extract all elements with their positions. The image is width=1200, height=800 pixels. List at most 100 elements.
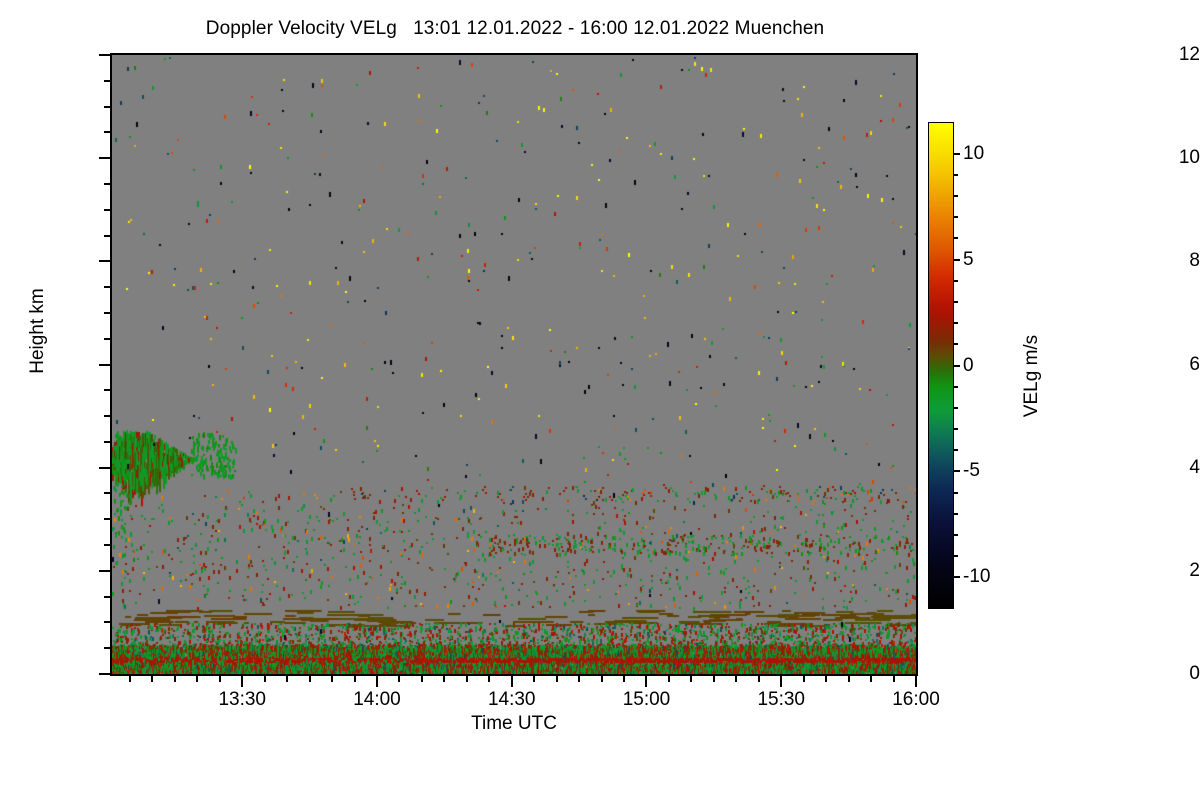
y-tick-minor <box>104 621 110 624</box>
x-tick-minor <box>331 676 334 682</box>
y-tick-major <box>99 466 110 469</box>
y-tick-major <box>99 157 110 160</box>
x-tick-label: 16:00 <box>892 689 940 710</box>
x-tick-minor <box>735 676 738 682</box>
x-tick-minor <box>151 676 154 682</box>
x-tick-minor <box>443 676 446 682</box>
x-tick-minor <box>802 676 805 682</box>
x-tick-minor <box>263 676 266 682</box>
x-tick-minor <box>712 676 715 682</box>
x-tick-major <box>780 676 783 687</box>
y-tick-minor <box>104 105 110 108</box>
y-tick-label: 10 <box>1178 147 1200 169</box>
x-tick-minor <box>825 676 828 682</box>
x-tick-minor <box>757 676 760 682</box>
colorbar-tick-minor <box>954 173 958 176</box>
y-tick-minor <box>104 415 110 418</box>
y-tick-minor <box>104 208 110 211</box>
y-tick-minor <box>104 389 110 392</box>
colorbar-tick-minor <box>954 237 958 240</box>
x-tick-minor <box>892 676 895 682</box>
x-tick-minor <box>218 676 221 682</box>
y-tick-minor <box>104 182 110 185</box>
colorbar-tick-minor <box>954 322 958 325</box>
colorbar-tick-minor <box>954 343 958 346</box>
x-tick-minor <box>353 676 356 682</box>
colorbar-tick-minor <box>954 216 958 219</box>
x-tick-minor <box>555 676 558 682</box>
heatmap-plot-area[interactable] <box>110 53 918 676</box>
x-tick-label: 14:00 <box>353 689 401 710</box>
x-tick-major <box>241 676 244 687</box>
x-tick-minor <box>847 676 850 682</box>
y-tick-label: 2 <box>1189 559 1200 581</box>
y-tick-minor <box>104 234 110 237</box>
x-tick-minor <box>600 676 603 682</box>
colorbar-tick-minor <box>954 195 958 198</box>
x-tick-major <box>510 676 513 687</box>
colorbar[interactable] <box>928 122 954 609</box>
y-tick-minor <box>104 131 110 134</box>
x-tick-major <box>915 676 917 687</box>
x-tick-minor <box>420 676 423 682</box>
colorbar-tick-minor <box>954 491 958 494</box>
x-tick-minor <box>286 676 289 682</box>
y-tick-label: 6 <box>1189 353 1200 375</box>
y-tick-label: 12 <box>1178 44 1200 65</box>
x-tick-label: 13:30 <box>218 689 266 710</box>
colorbar-tick-minor <box>954 300 958 303</box>
colorbar-tick-minor <box>954 533 958 536</box>
y-tick-major <box>99 363 110 366</box>
colorbar-tick-minor <box>954 406 958 409</box>
x-tick-minor <box>578 676 581 682</box>
y-tick-minor <box>104 647 110 650</box>
x-tick-minor <box>623 676 626 682</box>
colorbar-gradient <box>929 123 953 608</box>
y-tick-major <box>99 673 110 675</box>
y-tick-major <box>99 569 110 572</box>
x-tick-minor <box>667 676 670 682</box>
y-tick-minor <box>104 311 110 314</box>
y-tick-minor <box>104 79 110 82</box>
x-axis-label: Time UTC <box>471 713 557 734</box>
colorbar-tick <box>954 258 960 261</box>
x-tick-minor <box>308 676 311 682</box>
colorbar-tick-minor <box>954 428 958 431</box>
x-tick-label: 14:30 <box>487 689 536 710</box>
x-tick-minor <box>173 676 176 682</box>
colorbar-tick <box>954 152 960 155</box>
colorbar-tick-minor <box>954 385 958 388</box>
x-tick-label: 15:30 <box>757 689 805 710</box>
heatmap-canvas <box>112 55 916 674</box>
x-tick-minor <box>870 676 873 682</box>
x-tick-minor <box>533 676 536 682</box>
y-tick-minor <box>104 492 110 495</box>
x-tick-minor <box>196 676 199 682</box>
y-tick-minor <box>104 337 110 340</box>
colorbar-tick-label: 10 <box>963 142 985 164</box>
y-tick-minor <box>104 544 110 547</box>
colorbar-label: VELg m/s <box>1021 334 1042 418</box>
colorbar-tick-minor <box>954 512 958 515</box>
colorbar-tick-label: -5 <box>963 460 980 482</box>
x-tick-major <box>375 676 378 687</box>
y-axis-label: Height km <box>27 288 48 374</box>
x-tick-label: 15:00 <box>622 689 671 710</box>
y-tick-minor <box>104 595 110 598</box>
x-tick-minor <box>690 676 693 682</box>
y-tick-minor <box>104 286 110 289</box>
y-tick-label: 8 <box>1189 250 1200 272</box>
colorbar-tick-label: 5 <box>963 248 974 270</box>
x-tick-minor <box>465 676 468 682</box>
colorbar-tick-label: -10 <box>963 566 991 588</box>
colorbar-tick-minor <box>954 279 958 282</box>
colorbar-tick-minor <box>954 555 958 558</box>
y-tick-label: 4 <box>1189 456 1200 478</box>
y-tick-major <box>99 260 110 263</box>
y-tick-label: 0 <box>1189 663 1200 684</box>
y-tick-major <box>99 54 110 56</box>
colorbar-tick-label: 0 <box>963 354 974 376</box>
colorbar-tick <box>954 364 960 367</box>
page-title: Doppler Velocity VELg 13:01 12.01.2022 -… <box>205 18 825 39</box>
